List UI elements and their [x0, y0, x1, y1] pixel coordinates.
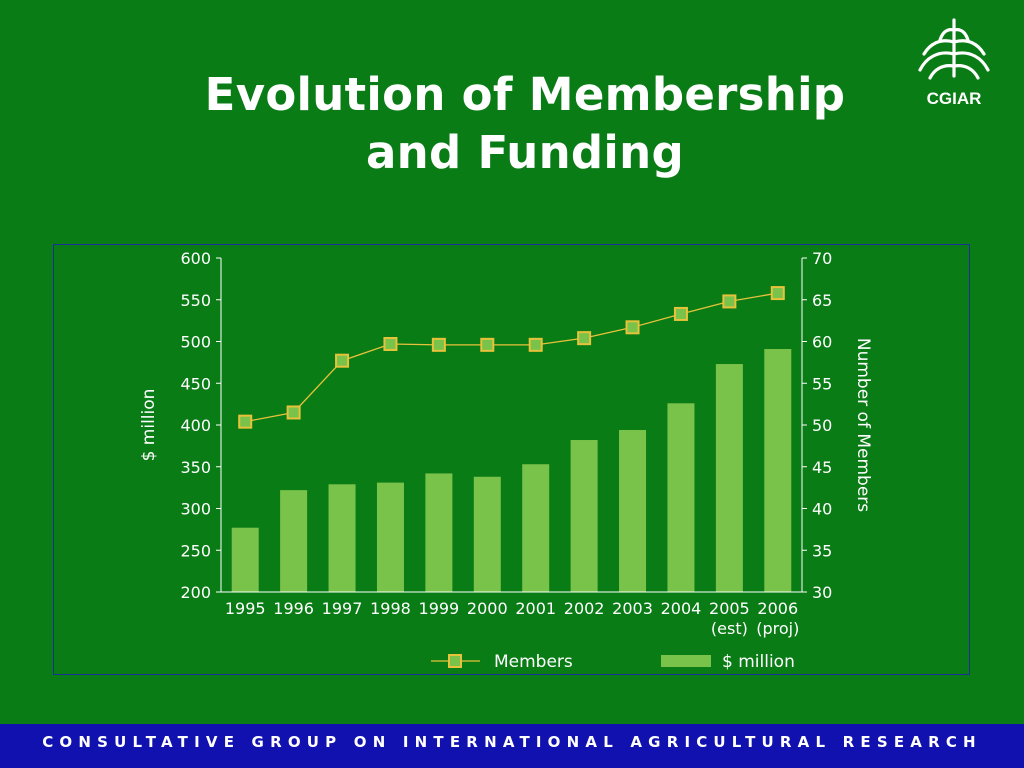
- legend: Members $ million: [431, 652, 795, 672]
- member-marker-2006: [770, 286, 785, 301]
- x-tick-label-2006: 2006: [757, 599, 798, 618]
- left-tick-label-300: 300: [180, 500, 211, 519]
- axes-layer: [216, 257, 807, 593]
- right-tick-label-35: 35: [812, 541, 832, 560]
- left-tick-label-500: 500: [180, 333, 211, 352]
- member-marker-1998: [383, 337, 398, 352]
- left-tick-label-200: 200: [180, 583, 211, 602]
- x-tick-label-1998: 1998: [370, 599, 411, 618]
- bar-2000: [473, 476, 501, 592]
- member-marker-1997: [335, 353, 350, 368]
- member-marker-1995: [238, 414, 253, 429]
- x-tick-label-2002: 2002: [564, 599, 605, 618]
- right-tick-label-50: 50: [812, 416, 832, 435]
- left-tick-label-250: 250: [180, 541, 211, 560]
- x-tick-label-1997: 1997: [322, 599, 363, 618]
- members-line-layer: [238, 286, 785, 429]
- logo-text: CGIAR: [927, 89, 982, 108]
- member-marker-2000: [480, 337, 495, 352]
- right-tick-label-60: 60: [812, 333, 832, 352]
- member-marker-2005: [722, 294, 737, 309]
- members-line: [245, 292, 778, 423]
- left-tick-label-350: 350: [180, 458, 211, 477]
- right-tick-label-70: 70: [812, 249, 832, 268]
- x-tick-label-2003: 2003: [612, 599, 653, 618]
- bar-1997: [328, 484, 356, 592]
- bar-1996: [280, 490, 308, 592]
- left-tick-label-600: 600: [180, 249, 211, 268]
- member-marker-2004: [673, 306, 688, 321]
- right-tick-label-30: 30: [812, 583, 832, 602]
- left-tick-label-550: 550: [180, 291, 211, 310]
- bars-layer: [231, 349, 792, 592]
- title-line-1: Evolution of Membership: [204, 68, 846, 121]
- right-axis-title: Number of Members: [853, 338, 873, 512]
- bar-1999: [425, 473, 453, 592]
- x-tick-label-1999: 1999: [419, 599, 460, 618]
- member-marker-1996: [286, 405, 301, 420]
- x-tick-label-2001: 2001: [515, 599, 556, 618]
- bar-2006: [764, 349, 792, 592]
- footer-bar: CONSULTATIVE GROUP ON INTERNATIONAL AGRI…: [0, 724, 1024, 768]
- bar-2004: [667, 403, 695, 592]
- legend-million-label: $ million: [722, 652, 795, 672]
- bar-1998: [376, 482, 404, 592]
- left-axis-title: $ million: [139, 389, 159, 462]
- member-marker-1999: [431, 337, 446, 352]
- bar-2001: [522, 464, 550, 592]
- right-tick-label-40: 40: [812, 500, 832, 519]
- chart-frame: 200 250 300 350 400 450 500 550 600 30 35 40 45 50 55 6…: [53, 244, 970, 675]
- membership-funding-chart: 200 250 300 350 400 450 500 550 600 30 35 40 45 50 55 6…: [139, 249, 873, 672]
- x-tick-label-2005-sub: (est): [711, 619, 748, 638]
- legend-million-swatch: [661, 655, 711, 667]
- x-tick-label-2005: 2005: [709, 599, 750, 618]
- left-tick-label-450: 450: [180, 374, 211, 393]
- footer-text: CONSULTATIVE GROUP ON INTERNATIONAL AGRI…: [42, 733, 982, 751]
- bar-2005: [715, 364, 743, 592]
- right-tick-label-45: 45: [812, 458, 832, 477]
- x-tick-label-1995: 1995: [225, 599, 266, 618]
- member-marker-2003: [625, 320, 640, 335]
- x-tick-label-2004: 2004: [661, 599, 702, 618]
- x-tick-label-2006-sub: (proj): [756, 619, 799, 638]
- wheat-leaf-icon: [918, 18, 990, 80]
- right-tick-label-55: 55: [812, 374, 832, 393]
- bar-2003: [619, 430, 647, 592]
- bar-1995: [231, 527, 259, 592]
- cgiar-logo: CGIAR: [918, 18, 990, 108]
- legend-members-label: Members: [494, 652, 573, 672]
- left-tick-label-400: 400: [180, 416, 211, 435]
- bar-2002: [570, 440, 598, 592]
- member-marker-2002: [577, 331, 592, 346]
- member-marker-2001: [528, 337, 543, 352]
- x-tick-label-1996: 1996: [273, 599, 314, 618]
- slide-title: Evolution of Membership and Funding: [110, 66, 940, 182]
- legend-members-marker: [448, 654, 462, 668]
- title-line-2: and Funding: [365, 126, 685, 179]
- labels-layer: 200 250 300 350 400 450 500 550 600 30 35 40 45 50 55 6…: [139, 249, 873, 638]
- x-tick-label-2000: 2000: [467, 599, 508, 618]
- right-tick-label-65: 65: [812, 291, 832, 310]
